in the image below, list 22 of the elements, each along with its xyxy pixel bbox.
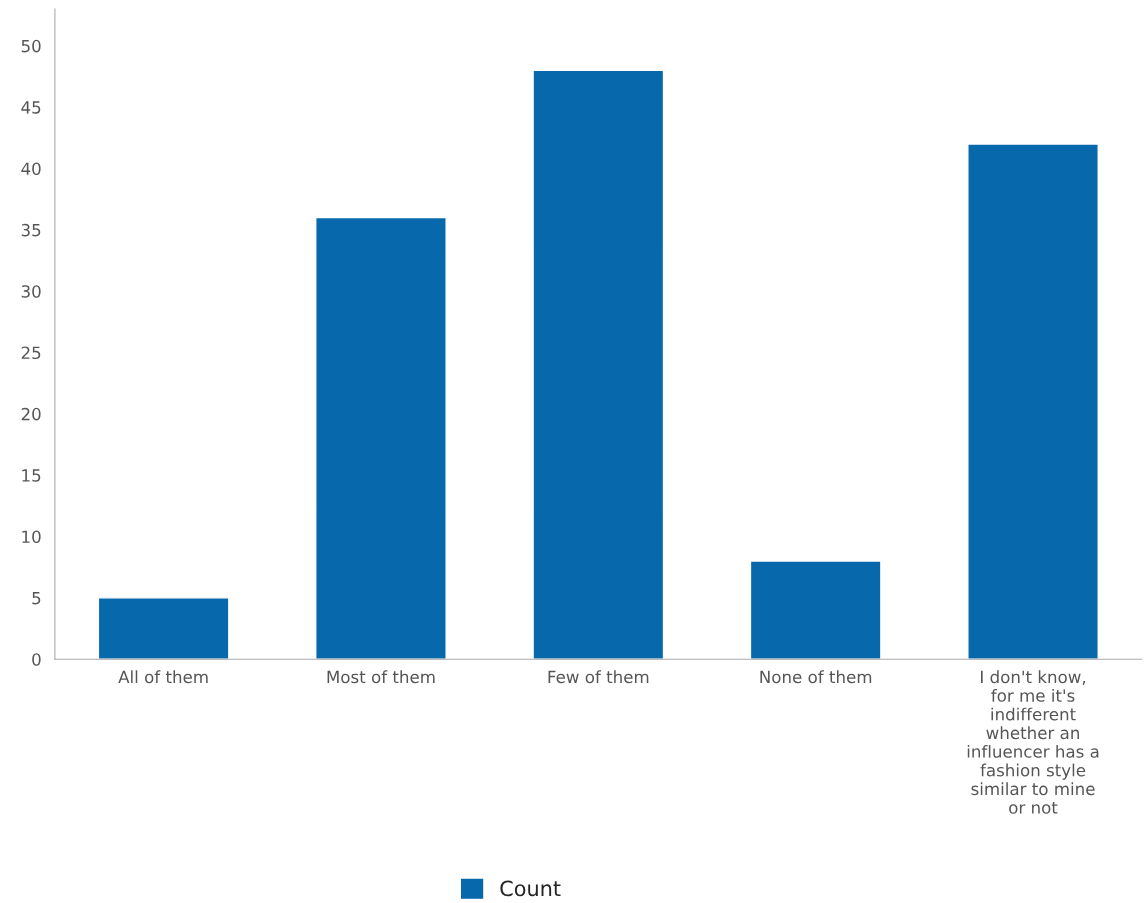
y-tick-label: 15 (22, 469, 41, 482)
bar (749, 560, 882, 660)
y-tick-label: 40 (21, 162, 41, 176)
x-tick-label: I don't know, for me it's indifferent whether an influencer has a fashion style similar to mine or not (967, 670, 1099, 814)
bar (315, 216, 447, 660)
x-tick-label: Few of them (548, 670, 649, 684)
bar (967, 143, 1099, 660)
y-tick-label: 30 (21, 285, 41, 298)
y-tick-label: 25 (21, 346, 41, 360)
x-tick-label: None of them (760, 670, 872, 684)
y-tick-label: 0 (32, 653, 41, 666)
legend-label: Count (500, 880, 561, 897)
y-tick-label: 10 (22, 530, 41, 544)
y-tick-label: 20 (21, 407, 41, 421)
x-tick-label: All of them (118, 670, 208, 684)
y-tick-label: 5 (32, 592, 41, 605)
x-tick-label: Most of them (327, 670, 435, 684)
bar (532, 69, 665, 660)
y-tick-label: 45 (21, 101, 41, 114)
bar (97, 597, 230, 660)
y-tick-label: 35 (21, 223, 41, 237)
y-tick-label: 50 (21, 39, 41, 53)
